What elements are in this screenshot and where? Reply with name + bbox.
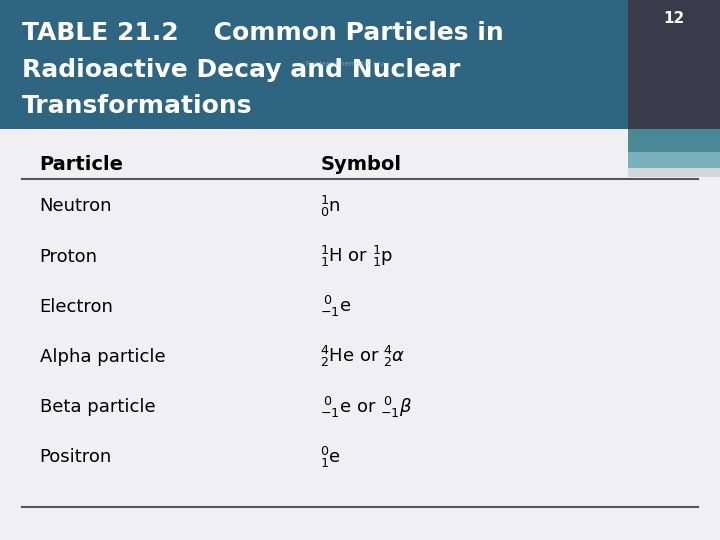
Text: Alpha particle: Alpha particle [40,348,165,366]
Text: Proton: Proton [40,247,98,266]
Text: Electron: Electron [40,298,114,316]
Text: TABLE 21.2    Common Particles in: TABLE 21.2 Common Particles in [22,22,503,45]
FancyBboxPatch shape [628,129,720,152]
FancyBboxPatch shape [0,0,628,129]
Text: Radioactive Decay and Nuclear: Radioactive Decay and Nuclear [22,58,460,82]
Text: $^{4}_{2}$He or $^{4}_{2}\alpha$: $^{4}_{2}$He or $^{4}_{2}\alpha$ [320,345,406,369]
Text: Particle: Particle [40,155,124,174]
Text: Nuclear Chemistry rev.: Nuclear Chemistry rev. [305,61,386,68]
Text: 12: 12 [663,11,685,26]
Text: Beta particle: Beta particle [40,398,156,416]
Text: $^{0}_{1}$e: $^{0}_{1}$e [320,445,341,470]
Text: Neutron: Neutron [40,197,112,215]
Text: $_{-1}^{\;0}$e or $_{-1}^{\;0}\beta$: $_{-1}^{\;0}$e or $_{-1}^{\;0}\beta$ [320,395,413,420]
Text: Positron: Positron [40,448,112,467]
Text: $^{1}_{1}$H or $^{1}_{1}$p: $^{1}_{1}$H or $^{1}_{1}$p [320,244,394,269]
Text: $_{-1}^{\;0}$e: $_{-1}^{\;0}$e [320,294,352,319]
Text: $^{1}_{0}$n: $^{1}_{0}$n [320,194,341,219]
Text: Symbol: Symbol [320,155,402,174]
FancyBboxPatch shape [628,0,720,129]
FancyBboxPatch shape [628,168,720,177]
Text: Transformations: Transformations [22,94,252,118]
FancyBboxPatch shape [628,152,720,168]
